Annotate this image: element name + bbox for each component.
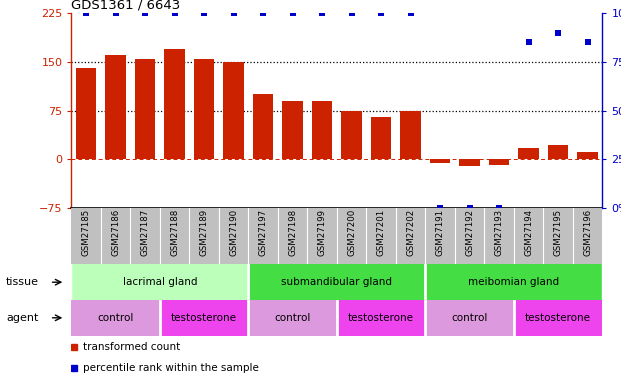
Bar [135,58,155,159]
Bar [76,68,96,159]
Point [170,10,179,16]
Text: GSM27195: GSM27195 [554,209,563,256]
Text: percentile rank within the sample: percentile rank within the sample [83,363,259,373]
Text: GSM27186: GSM27186 [111,209,120,256]
Bar [425,300,514,336]
Text: testosterone: testosterone [171,313,237,323]
Point [317,10,327,16]
Point [347,10,356,16]
Bar [342,111,362,159]
Bar [401,111,421,159]
Bar [455,208,484,264]
Bar [224,62,244,159]
Point [582,39,592,45]
Text: testosterone: testosterone [348,313,414,323]
Text: GSM27197: GSM27197 [259,209,268,256]
Bar [194,58,214,159]
Text: GSM27198: GSM27198 [288,209,297,256]
Text: GSM27200: GSM27200 [347,209,356,256]
Text: tissue: tissue [6,277,39,287]
Text: GSM27192: GSM27192 [465,209,474,256]
Bar [460,159,480,166]
Text: GSM27202: GSM27202 [406,209,415,256]
Bar [573,208,602,264]
Bar [160,300,248,336]
Bar [484,208,514,264]
Bar [71,208,101,264]
Bar [337,208,366,264]
Bar [337,300,425,336]
Bar [371,117,391,159]
Bar [101,208,130,264]
Bar [71,300,160,336]
Text: control: control [451,313,488,323]
Bar [130,208,160,264]
Bar [278,208,307,264]
Bar [425,264,602,300]
Bar [283,101,303,159]
Text: GSM27189: GSM27189 [200,209,209,256]
Point [465,205,474,211]
Point [288,10,297,16]
Bar [160,208,189,264]
Bar [248,208,278,264]
Bar [71,264,248,300]
Bar [253,94,273,159]
Point [229,10,238,16]
Text: control: control [274,313,311,323]
Text: GSM27193: GSM27193 [495,209,504,256]
Point [81,10,91,16]
Bar [165,49,185,159]
Text: GSM27185: GSM27185 [82,209,91,256]
Bar [219,208,248,264]
Point [258,10,268,16]
Bar [519,148,539,159]
Point [111,10,120,16]
Point [524,39,533,45]
Bar [312,101,332,159]
Text: submandibular gland: submandibular gland [281,277,392,287]
Bar [248,264,425,300]
Bar [578,152,598,159]
Bar [514,300,602,336]
Text: testosterone: testosterone [525,313,591,323]
Point [553,30,563,36]
Bar [514,208,543,264]
Bar [489,159,509,165]
Text: transformed count: transformed count [83,342,180,352]
Bar [307,208,337,264]
Text: GSM27188: GSM27188 [170,209,179,256]
Text: meibomian gland: meibomian gland [468,277,560,287]
Bar [543,208,573,264]
Point [376,10,386,16]
Point [406,10,415,16]
Point [435,205,445,211]
Point [140,10,150,16]
Bar [366,208,396,264]
Bar [248,300,337,336]
Text: GDS1361 / 6643: GDS1361 / 6643 [71,0,181,12]
Text: GSM27191: GSM27191 [436,209,445,256]
Text: GSM27190: GSM27190 [229,209,238,256]
Text: control: control [97,313,134,323]
Text: lacrimal gland: lacrimal gland [123,277,197,287]
Point [199,10,209,16]
Text: GSM27187: GSM27187 [141,209,150,256]
Text: GSM27199: GSM27199 [318,209,327,256]
Text: agent: agent [6,313,39,323]
Text: GSM27201: GSM27201 [377,209,386,256]
Text: GSM27194: GSM27194 [524,209,533,256]
Text: GSM27196: GSM27196 [583,209,592,256]
Bar [430,159,450,163]
Bar [425,208,455,264]
Point [494,205,504,211]
Bar [189,208,219,264]
Bar [548,145,568,159]
Bar [396,208,425,264]
Bar [106,56,126,159]
